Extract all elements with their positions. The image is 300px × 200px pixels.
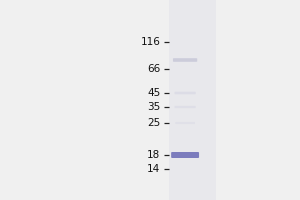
- Text: 66: 66: [147, 64, 161, 74]
- Text: 25: 25: [147, 118, 161, 128]
- Bar: [169, 0, 216, 200]
- FancyBboxPatch shape: [173, 58, 197, 62]
- Text: 18: 18: [147, 150, 161, 160]
- Text: 35: 35: [147, 102, 161, 112]
- FancyBboxPatch shape: [175, 122, 195, 124]
- Text: 14: 14: [147, 164, 161, 174]
- Text: 116: 116: [141, 37, 160, 47]
- FancyBboxPatch shape: [175, 92, 196, 94]
- FancyBboxPatch shape: [171, 152, 199, 158]
- Text: 45: 45: [147, 88, 161, 98]
- FancyBboxPatch shape: [175, 106, 196, 108]
